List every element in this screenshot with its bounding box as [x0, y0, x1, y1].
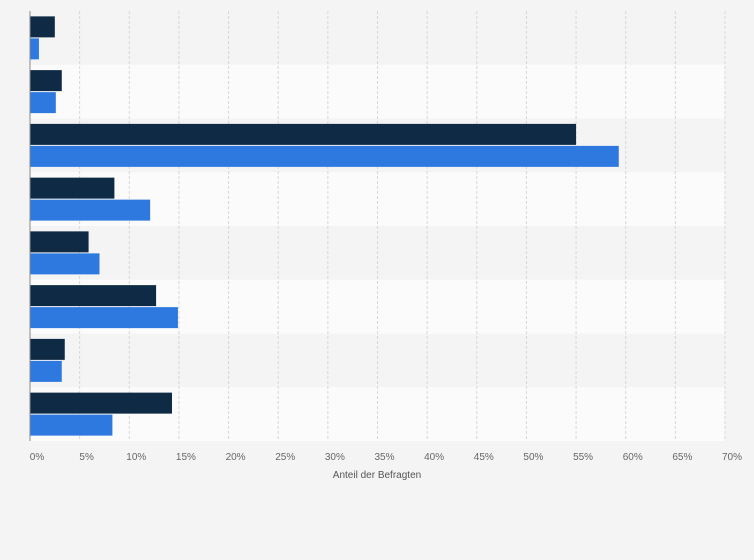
bar-series-2-row-7	[30, 360, 62, 382]
x-tick-label: 45%	[474, 452, 494, 463]
bar-series-2-row-6	[30, 307, 178, 329]
bar-series-1-row-4	[30, 177, 115, 199]
bars	[30, 16, 619, 436]
x-tick-label: 0%	[30, 452, 45, 463]
x-axis-title: Anteil der Befragten	[333, 470, 421, 481]
x-tick-label: 55%	[573, 452, 593, 463]
x-tick-label: 40%	[424, 452, 444, 463]
bar-series-2-row-3	[30, 145, 619, 167]
bar-series-1-row-2	[30, 70, 62, 92]
bar-series-1-row-1	[30, 16, 55, 38]
x-tick-label: 25%	[275, 452, 295, 463]
bar-series-2-row-1	[30, 38, 39, 60]
bar-series-1-row-7	[30, 338, 65, 360]
bar-series-2-row-8	[30, 414, 113, 436]
x-tick-label: 60%	[623, 452, 643, 463]
x-tick-label: 20%	[226, 452, 246, 463]
bar-series-1-row-5	[30, 231, 89, 253]
x-tick-label: 5%	[79, 452, 94, 463]
bar-series-1-row-8	[30, 392, 172, 414]
x-tick-label: 65%	[672, 452, 692, 463]
x-tick-label: 35%	[374, 452, 394, 463]
x-tick-label: 30%	[325, 452, 345, 463]
bar-series-2-row-5	[30, 253, 100, 275]
gridlines	[79, 11, 726, 441]
bar-series-2-row-4	[30, 199, 151, 221]
bar-series-1-row-3	[30, 123, 577, 145]
x-tick-label: 70%	[722, 452, 742, 463]
bar-series-1-row-6	[30, 285, 157, 307]
x-tick-label: 50%	[523, 452, 543, 463]
x-axis-ticks: 0% 5% 10% 15% 20% 25% 30% 35% 40% 45% 50% 55% 60% 65%…	[30, 452, 742, 463]
x-tick-label: 15%	[176, 452, 196, 463]
x-tick-label: 10%	[126, 452, 146, 463]
bar-series-2-row-2	[30, 92, 56, 114]
